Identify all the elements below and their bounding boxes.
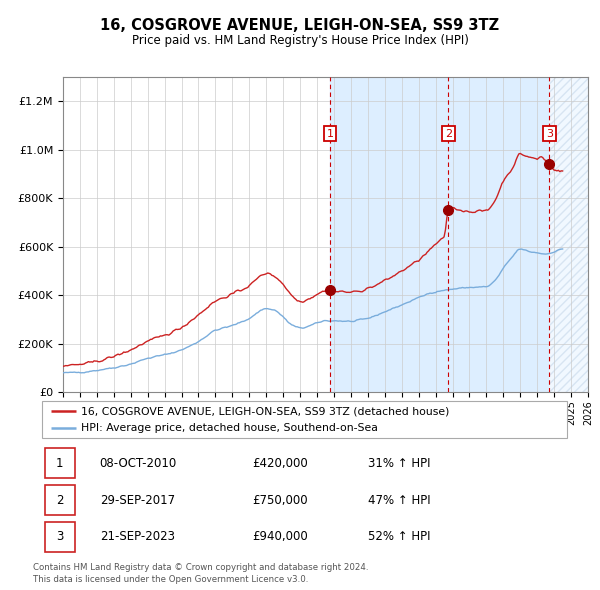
Text: 16, COSGROVE AVENUE, LEIGH-ON-SEA, SS9 3TZ: 16, COSGROVE AVENUE, LEIGH-ON-SEA, SS9 3… bbox=[100, 18, 500, 34]
Text: £420,000: £420,000 bbox=[252, 457, 308, 470]
Text: 52% ↑ HPI: 52% ↑ HPI bbox=[367, 530, 430, 543]
Text: 47% ↑ HPI: 47% ↑ HPI bbox=[367, 493, 430, 507]
Text: HPI: Average price, detached house, Southend-on-Sea: HPI: Average price, detached house, Sout… bbox=[82, 423, 378, 433]
Text: 08-OCT-2010: 08-OCT-2010 bbox=[100, 457, 177, 470]
Text: 3: 3 bbox=[56, 530, 64, 543]
Text: 21-SEP-2023: 21-SEP-2023 bbox=[100, 530, 175, 543]
Text: 2: 2 bbox=[56, 493, 64, 507]
Text: £940,000: £940,000 bbox=[252, 530, 308, 543]
Bar bbox=[550, 77, 588, 392]
Bar bbox=[550, 77, 588, 392]
Text: Contains HM Land Registry data © Crown copyright and database right 2024.: Contains HM Land Registry data © Crown c… bbox=[33, 563, 368, 572]
FancyBboxPatch shape bbox=[44, 485, 75, 515]
FancyBboxPatch shape bbox=[44, 522, 75, 552]
Text: £750,000: £750,000 bbox=[252, 493, 308, 507]
Text: Price paid vs. HM Land Registry's House Price Index (HPI): Price paid vs. HM Land Registry's House … bbox=[131, 34, 469, 47]
Text: 16, COSGROVE AVENUE, LEIGH-ON-SEA, SS9 3TZ (detached house): 16, COSGROVE AVENUE, LEIGH-ON-SEA, SS9 3… bbox=[82, 406, 450, 416]
FancyBboxPatch shape bbox=[42, 401, 567, 438]
Text: 1: 1 bbox=[56, 457, 64, 470]
Text: 29-SEP-2017: 29-SEP-2017 bbox=[100, 493, 175, 507]
Text: 1: 1 bbox=[326, 129, 334, 139]
Text: 3: 3 bbox=[546, 129, 553, 139]
Text: 31% ↑ HPI: 31% ↑ HPI bbox=[367, 457, 430, 470]
Text: This data is licensed under the Open Government Licence v3.0.: This data is licensed under the Open Gov… bbox=[33, 575, 308, 584]
Bar bbox=[330, 77, 550, 392]
Text: 2: 2 bbox=[445, 129, 452, 139]
FancyBboxPatch shape bbox=[44, 448, 75, 478]
